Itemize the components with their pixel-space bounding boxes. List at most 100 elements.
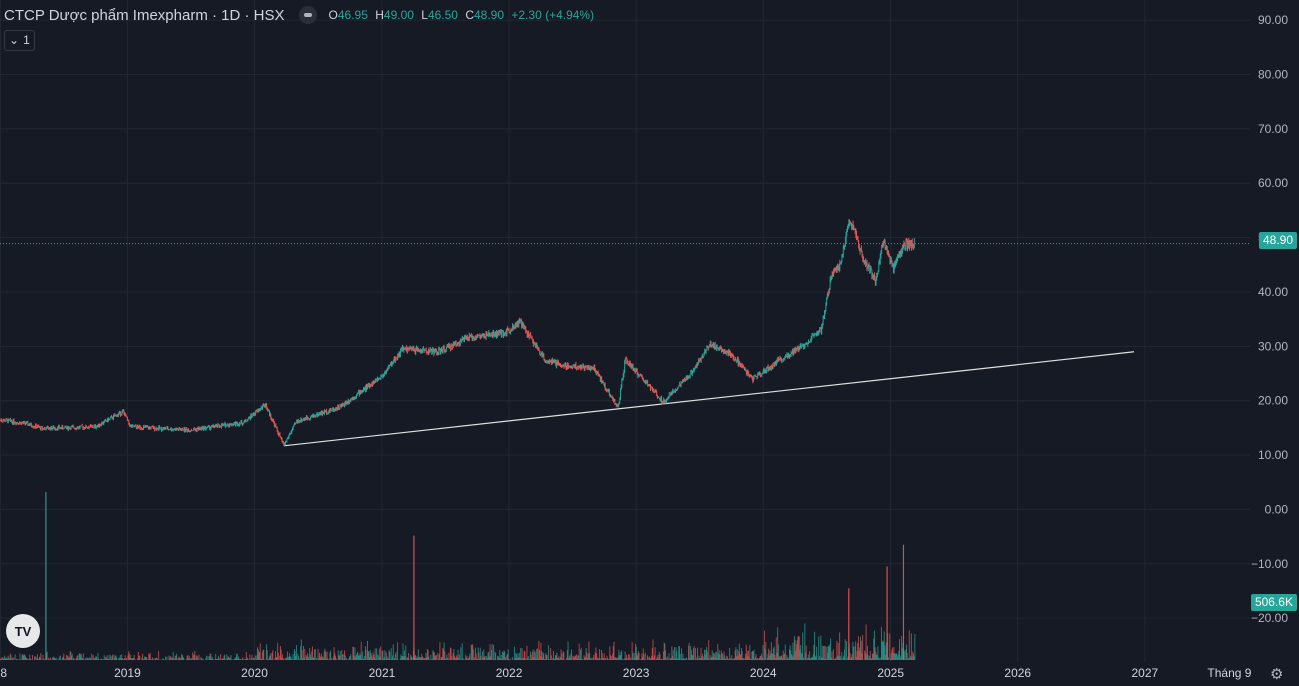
volume-bar	[810, 657, 812, 660]
collapse-indicators-button[interactable]: ⌄ 1	[4, 30, 35, 51]
volume-bar	[463, 659, 465, 660]
volume-bar	[368, 651, 370, 660]
volume-bar	[625, 658, 627, 660]
volume-bar	[522, 657, 524, 660]
volume-bar	[793, 636, 795, 660]
volume-bar	[425, 652, 427, 660]
volume-bar	[545, 653, 547, 660]
volume-bar	[185, 659, 187, 660]
volume-bar	[542, 652, 544, 660]
high-value: 49.00	[383, 8, 414, 22]
volume-bar	[807, 654, 809, 660]
volume-bar	[461, 643, 463, 660]
volume-bar	[812, 654, 814, 660]
volume-bar	[615, 658, 617, 660]
volume-bar	[137, 658, 139, 660]
volume-bar	[309, 647, 311, 660]
volume-bar	[181, 654, 183, 660]
volume-bar	[93, 658, 95, 660]
volume-bar	[339, 651, 341, 660]
volume-bar	[502, 651, 504, 660]
volume-bar	[857, 642, 859, 660]
volume-bar	[823, 645, 825, 660]
volume-bar	[133, 655, 135, 660]
volume-bar	[426, 657, 428, 660]
volume-bar	[594, 652, 596, 660]
volume-bar	[756, 659, 758, 660]
volume-bar	[236, 653, 238, 660]
volume-bar	[58, 659, 60, 660]
volume-bar	[688, 642, 690, 660]
volume-bar	[521, 648, 523, 660]
volume-bar	[516, 654, 518, 660]
volume-bar	[279, 645, 281, 660]
volume-bar	[16, 658, 18, 660]
volume-bar	[894, 653, 896, 660]
volume-bar	[463, 659, 465, 660]
time-tick-label: 2020	[241, 666, 268, 680]
volume-bar	[383, 657, 385, 660]
volume-bar	[182, 656, 184, 660]
volume-bar	[478, 652, 480, 660]
volume-bar	[83, 659, 85, 660]
volume-bar	[300, 639, 302, 660]
volume-bar	[805, 652, 807, 660]
volume-bar	[673, 659, 675, 660]
volume-bar	[168, 655, 170, 660]
volume-bar	[293, 649, 295, 660]
volume-bar	[194, 650, 196, 660]
volume-bar	[620, 651, 622, 660]
volume-bar	[113, 654, 115, 660]
volume-bar	[29, 658, 31, 660]
volume-bar	[642, 656, 644, 660]
volume-bar	[669, 658, 671, 660]
volume-bar	[883, 641, 885, 660]
volume-bar	[222, 658, 224, 660]
volume-bar	[864, 650, 866, 660]
volume-bar	[26, 658, 28, 660]
volume-bar	[538, 649, 540, 660]
volume-bar	[491, 644, 493, 660]
volume-bar	[283, 658, 285, 660]
gear-icon[interactable]: ⚙	[1270, 666, 1284, 683]
volume-bar	[614, 657, 616, 660]
volume-bar	[889, 658, 891, 660]
volume-bar	[632, 652, 634, 660]
eye-icon[interactable]	[298, 6, 317, 24]
volume-bar	[421, 653, 423, 660]
volume-bar	[706, 646, 708, 660]
volume-bar	[94, 657, 96, 660]
symbol-title[interactable]: CTCP Dược phẩm Imexpharm · 1D · HSX	[4, 6, 285, 24]
volume-bar	[235, 657, 237, 660]
volume-bar	[655, 658, 657, 660]
volume-bar	[114, 658, 116, 660]
volume-bar	[387, 658, 389, 660]
volume-bar	[363, 659, 365, 660]
volume-bar	[222, 658, 224, 660]
volume-bar	[607, 658, 609, 660]
trendline[interactable]	[283, 351, 1135, 447]
volume-bar	[419, 656, 421, 660]
volume-bar	[348, 659, 350, 660]
volume-bar	[183, 657, 185, 660]
volume-bar	[717, 653, 719, 660]
volume-bar	[755, 653, 757, 660]
volume-bar	[893, 647, 895, 660]
time-tick-label: 2019	[114, 666, 141, 680]
volume-bar	[147, 659, 149, 660]
volume-bar	[627, 657, 629, 660]
volume-bar	[687, 659, 689, 660]
volume-bar	[466, 656, 468, 660]
volume-bar	[511, 657, 513, 660]
volume-bar	[148, 653, 150, 660]
volume-bar	[680, 659, 682, 660]
volume-bar	[837, 643, 839, 660]
tradingview-logo[interactable]: TV	[6, 614, 40, 648]
volume-bar	[616, 657, 618, 660]
volume-bar	[227, 656, 229, 660]
volume-bar	[749, 644, 751, 660]
volume-bar	[881, 642, 883, 660]
volume-bar	[488, 651, 490, 660]
volume-bar	[105, 656, 107, 660]
